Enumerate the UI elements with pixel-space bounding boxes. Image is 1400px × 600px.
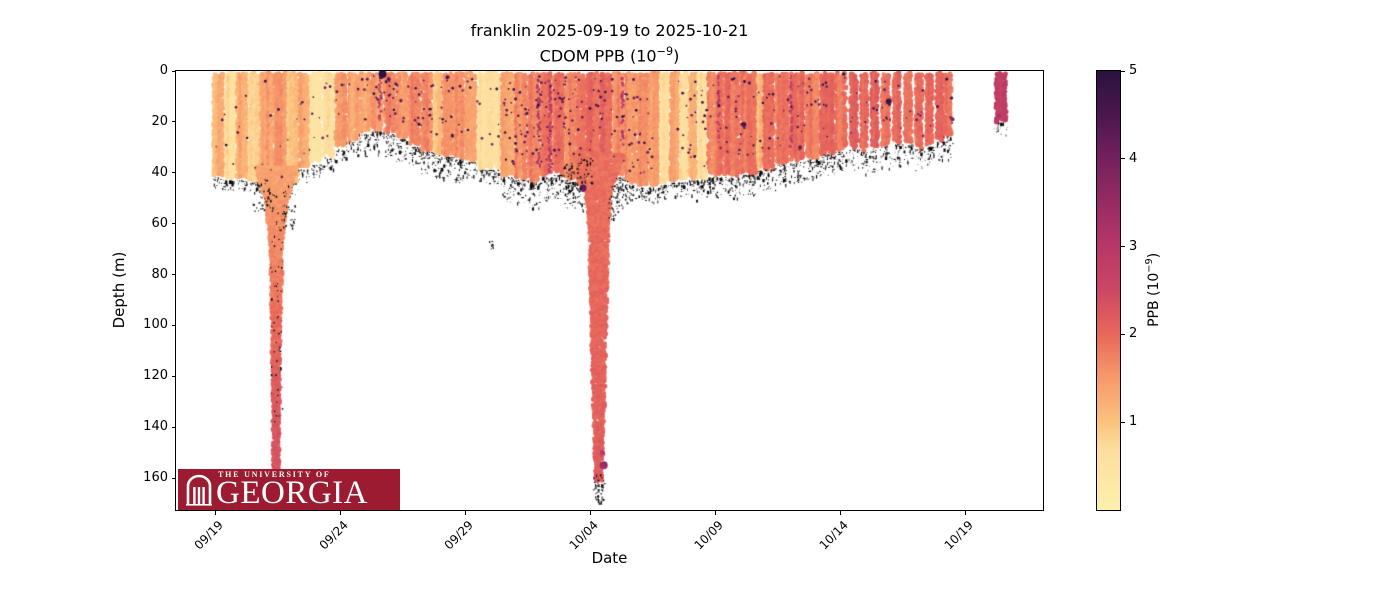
y-tick-label: 160: [143, 470, 168, 486]
colorbar-label: PPB (10−9): [1144, 190, 1162, 390]
x-tick-mark: [839, 511, 841, 515]
uga-logo-line1: THE UNIVERSITY OF: [218, 469, 331, 479]
colorbar-tick-mark: [1121, 421, 1125, 423]
x-tick-mark: [714, 511, 716, 515]
uga-logo: THE UNIVERSITY OF GEORGIA: [178, 469, 400, 510]
y-tick-label: 140: [143, 419, 168, 435]
y-tick-mark: [172, 274, 176, 276]
y-tick-mark: [172, 70, 176, 72]
x-tick-mark: [339, 511, 341, 515]
chart-subtitle-superscript: −9: [656, 45, 674, 58]
chart-subtitle: CDOM PPB (10−9): [176, 45, 1043, 65]
y-tick-mark: [172, 121, 176, 123]
chart-title: franklin 2025-09-19 to 2025-10-21: [470, 21, 749, 40]
colorbar-label-superscript: −9: [1144, 258, 1156, 273]
y-tick-label: 0: [159, 63, 168, 78]
uga-logo-text: THE UNIVERSITY OF GEORGIA: [216, 470, 368, 510]
chart-subtitle-prefix: CDOM PPB (10: [539, 46, 657, 66]
colorbar-tick-label: 3: [1129, 238, 1138, 254]
y-tick-label: 120: [143, 368, 168, 384]
x-tick-mark: [589, 511, 591, 515]
y-tick-label: 20: [151, 113, 168, 129]
georgia-arch-icon: [186, 474, 212, 506]
x-tick-mark: [214, 511, 216, 515]
y-tick-mark: [172, 172, 176, 174]
y-tick-label: 80: [151, 266, 168, 282]
y-axis-label: Depth (m): [110, 251, 128, 329]
y-tick-mark: [172, 324, 176, 326]
y-tick-mark: [172, 426, 176, 428]
colorbar-tick-mark: [1121, 158, 1125, 160]
y-tick-label: 40: [151, 164, 168, 180]
y-tick-label: 100: [143, 317, 168, 333]
colorbar-tick-label: 2: [1129, 326, 1138, 342]
colorbar-label-suffix: ): [1145, 252, 1162, 259]
chart-subtitle-suffix: ): [673, 46, 680, 66]
x-axis-label: Date: [591, 549, 628, 567]
colorbar: [1096, 70, 1121, 511]
plot-area: THE UNIVERSITY OF GEORGIA: [175, 70, 1044, 511]
colorbar-tick-mark: [1121, 246, 1125, 248]
colorbar-tick-label: 5: [1129, 63, 1138, 78]
x-tick-mark: [464, 511, 466, 515]
colorbar-tick-label: 1: [1129, 414, 1138, 430]
y-tick-label: 60: [151, 215, 168, 231]
heatmap-canvas: [176, 71, 1043, 510]
colorbar-tick-label: 4: [1129, 150, 1138, 166]
colorbar-label-prefix: PPB (10: [1145, 272, 1162, 327]
colorbar-tick-mark: [1121, 333, 1125, 335]
y-tick-mark: [172, 375, 176, 377]
y-tick-mark: [172, 223, 176, 225]
y-tick-mark: [172, 477, 176, 479]
colorbar-tick-mark: [1121, 70, 1125, 72]
x-tick-mark: [964, 511, 966, 515]
uga-logo-line2: GEORGIA: [216, 474, 368, 510]
